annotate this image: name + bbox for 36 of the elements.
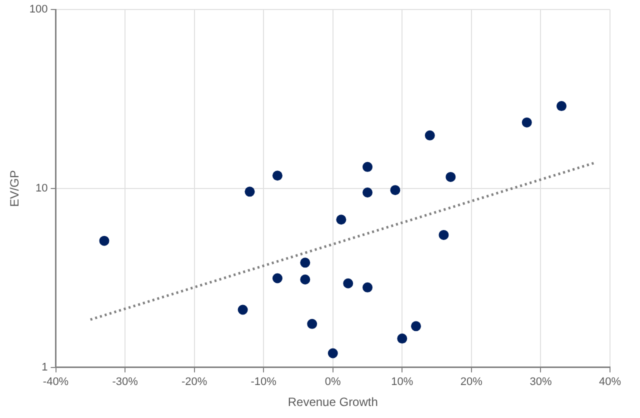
point [424,130,435,140]
point [397,334,408,344]
x-tick-label: 10% [391,376,414,388]
point [99,236,110,246]
point [336,214,346,225]
point [362,187,373,198]
y-axis-title: EV/GP [8,170,22,207]
point [343,278,354,288]
point [446,172,456,182]
y-tick-label: 1 [42,361,48,374]
point [300,274,310,284]
point [307,318,318,329]
point [272,273,282,284]
point [238,304,248,315]
point [328,348,338,358]
x-tick-label: -10% [250,376,277,388]
x-tick-label: -30% [112,376,138,388]
x-tick-label: 20% [460,376,483,388]
y-tick-label: 100 [29,4,48,16]
point [556,101,567,112]
x-tick-label: 0% [324,376,342,388]
point [272,170,282,181]
point [438,230,449,240]
point [362,162,373,172]
x-axis-title: Revenue Growth [288,395,378,410]
x-tick-label: 30% [530,376,552,388]
point [411,321,422,332]
y-tick-label: 10 [36,182,48,195]
x-tick-label: -20% [181,376,208,388]
x-tick-label: -40% [42,376,69,388]
point [300,258,310,268]
point [390,185,400,196]
point [522,117,532,128]
point [362,282,373,292]
point [244,186,255,197]
x-tick-label: 40% [598,376,622,388]
